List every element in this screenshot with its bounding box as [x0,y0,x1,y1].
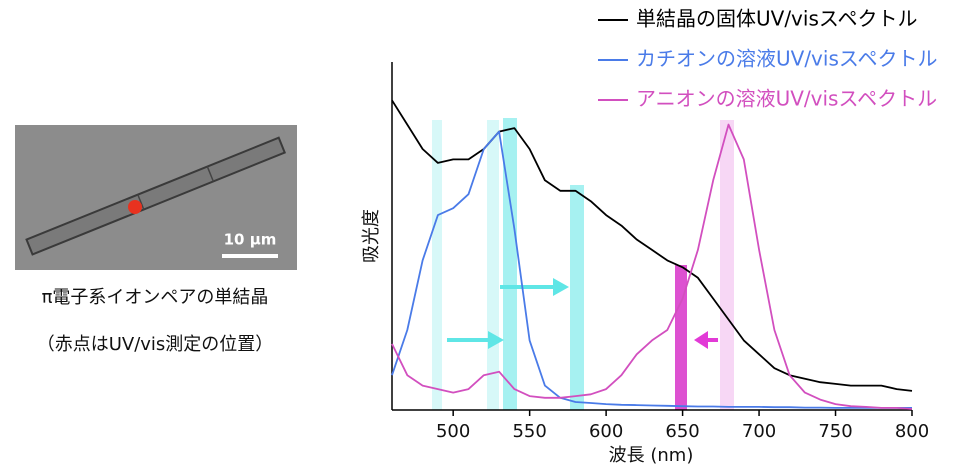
figure: 10 µm π電子系イオンペアの単結晶 （赤点はUV/vis測定の位置） 波長 … [0,0,967,468]
caption: π電子系イオンペアの単結晶 [42,287,269,308]
x-tick-label: 600 [589,421,623,442]
series-line [392,100,912,391]
legend-label: カチオンの溶液UV/visスペクトル [636,47,937,71]
legend-label: 単結晶の固体UV/visスペクトル [636,7,917,31]
x-tick-label: 750 [818,421,852,442]
x-tick-label: 550 [512,421,546,442]
measure-point [128,200,142,214]
x-axis-label: 波長 (nm) [609,445,694,466]
series-line [392,132,912,408]
x-tick-label: 800 [895,421,929,442]
x-tick-label: 650 [665,421,699,442]
legend-label: アニオンの溶液UV/visスペクトル [636,87,937,111]
x-tick-label: 700 [742,421,776,442]
highlight [675,265,687,410]
caption: （赤点はUV/vis測定の位置） [37,334,274,355]
y-axis-label: 吸光度 [361,209,382,263]
page: 10 µm π電子系イオンペアの単結晶 （赤点はUV/vis測定の位置） 波長 … [0,0,967,468]
series-line [392,125,912,409]
x-tick-label: 500 [436,421,470,442]
scale-label: 10 µm [224,231,277,249]
highlights [432,118,734,410]
